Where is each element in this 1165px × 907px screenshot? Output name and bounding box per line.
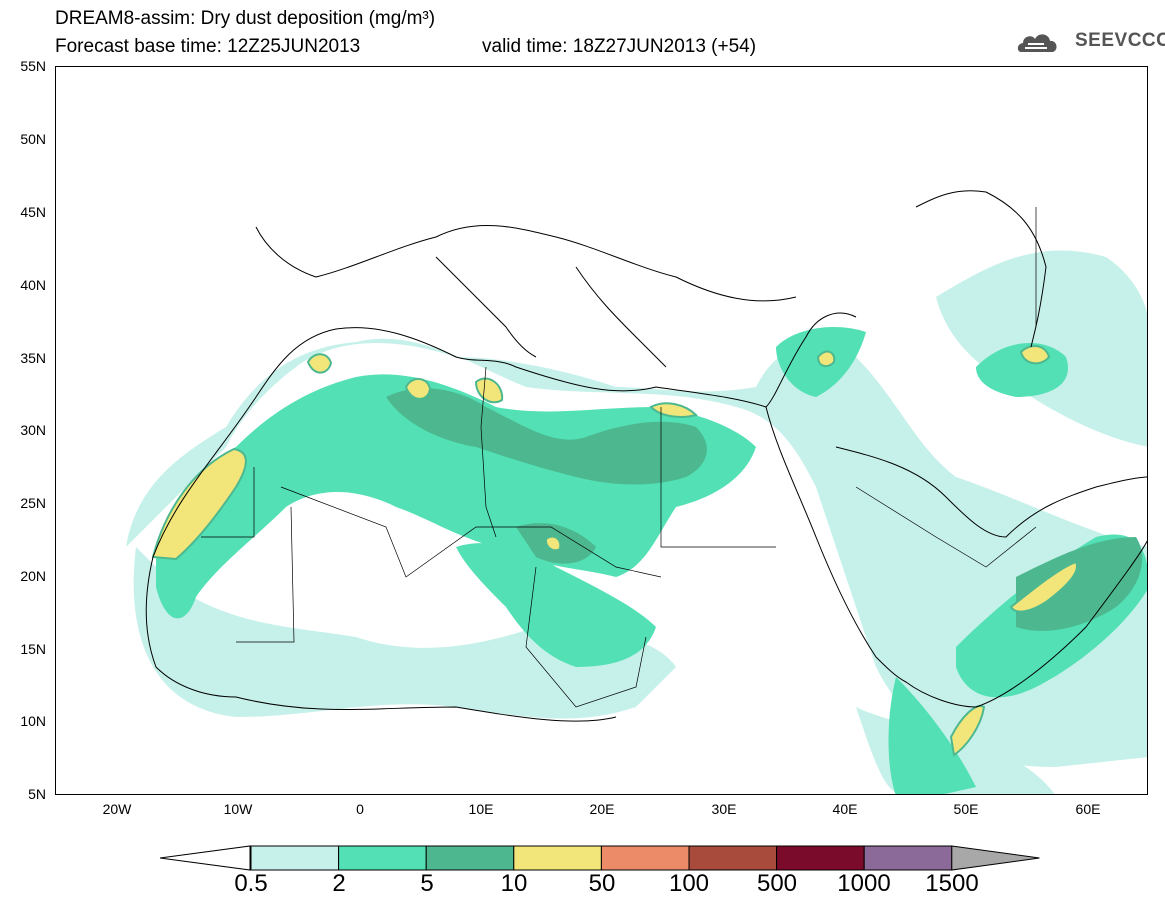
lat-tick-label: 45N (20, 204, 46, 220)
lon-tick-label: 10W (223, 801, 253, 817)
map-frame (55, 66, 1148, 795)
lon-tick-label: 20W (102, 801, 132, 817)
colorbar-label: 1500 (925, 870, 979, 897)
colorbar-swatch (776, 845, 865, 871)
dust-field-dark (386, 388, 1143, 631)
colorbar-label: 5 (420, 870, 434, 897)
lat-tick-label: 25N (20, 495, 46, 511)
dust-field-yellow (151, 345, 1078, 757)
colorbar-under-arrow (160, 845, 251, 871)
valid-time: valid time: 18Z27JUN2013 (+54) (482, 36, 757, 57)
colorbar-label: 50 (588, 870, 616, 897)
lat-tick-label: 5N (28, 786, 46, 802)
colorbar-swatch (513, 845, 602, 871)
colorbar-over-arrow (951, 845, 1040, 871)
lon-tick-label: 60E (1075, 801, 1101, 817)
lon-tick-label: 0 (356, 801, 364, 817)
colorbar-label: 1000 (837, 870, 891, 897)
colorbar-swatch (425, 845, 515, 871)
colorbar-label: 0.5 (234, 870, 268, 897)
colorbar-swatch (600, 845, 690, 871)
colorbar (160, 845, 1040, 871)
lat-tick-label: 50N (20, 131, 46, 147)
map-canvas (126, 190, 1147, 794)
lon-tick-label: 40E (832, 801, 858, 817)
lat-tick-label: 10N (20, 713, 46, 729)
lat-tick-label: 30N (20, 422, 46, 438)
colorbar-swatch (688, 845, 778, 871)
map-title: DREAM8-assim: Dry dust deposition (mg/m³… (55, 8, 436, 29)
lat-tick-label: 35N (20, 350, 46, 366)
colorbar-swatch (863, 845, 953, 871)
lon-tick-label: 30E (711, 801, 737, 817)
forecast-base-time: Forecast base time: 12Z25JUN2013 (55, 36, 361, 57)
cloud-logo-icon (1017, 34, 1057, 52)
colorbar-label: 10 (500, 870, 528, 897)
colorbar-swatch (250, 845, 340, 871)
lon-tick-label: 20E (589, 801, 615, 817)
lon-tick-label: 10E (468, 801, 494, 817)
logo-text: SEEVCCC (1075, 30, 1165, 51)
colorbar-label: 500 (756, 870, 798, 897)
country-borders (201, 207, 1037, 708)
coastlines (145, 190, 1147, 722)
lat-tick-label: 55N (20, 58, 46, 74)
colorbar-label: 100 (668, 870, 710, 897)
lon-tick-label: 50E (953, 801, 979, 817)
lat-tick-label: 15N (20, 641, 46, 657)
lat-tick-label: 20N (20, 568, 46, 584)
colorbar-label: 2 (332, 870, 346, 897)
colorbar-swatch (338, 845, 427, 871)
lat-tick-label: 40N (20, 277, 46, 293)
